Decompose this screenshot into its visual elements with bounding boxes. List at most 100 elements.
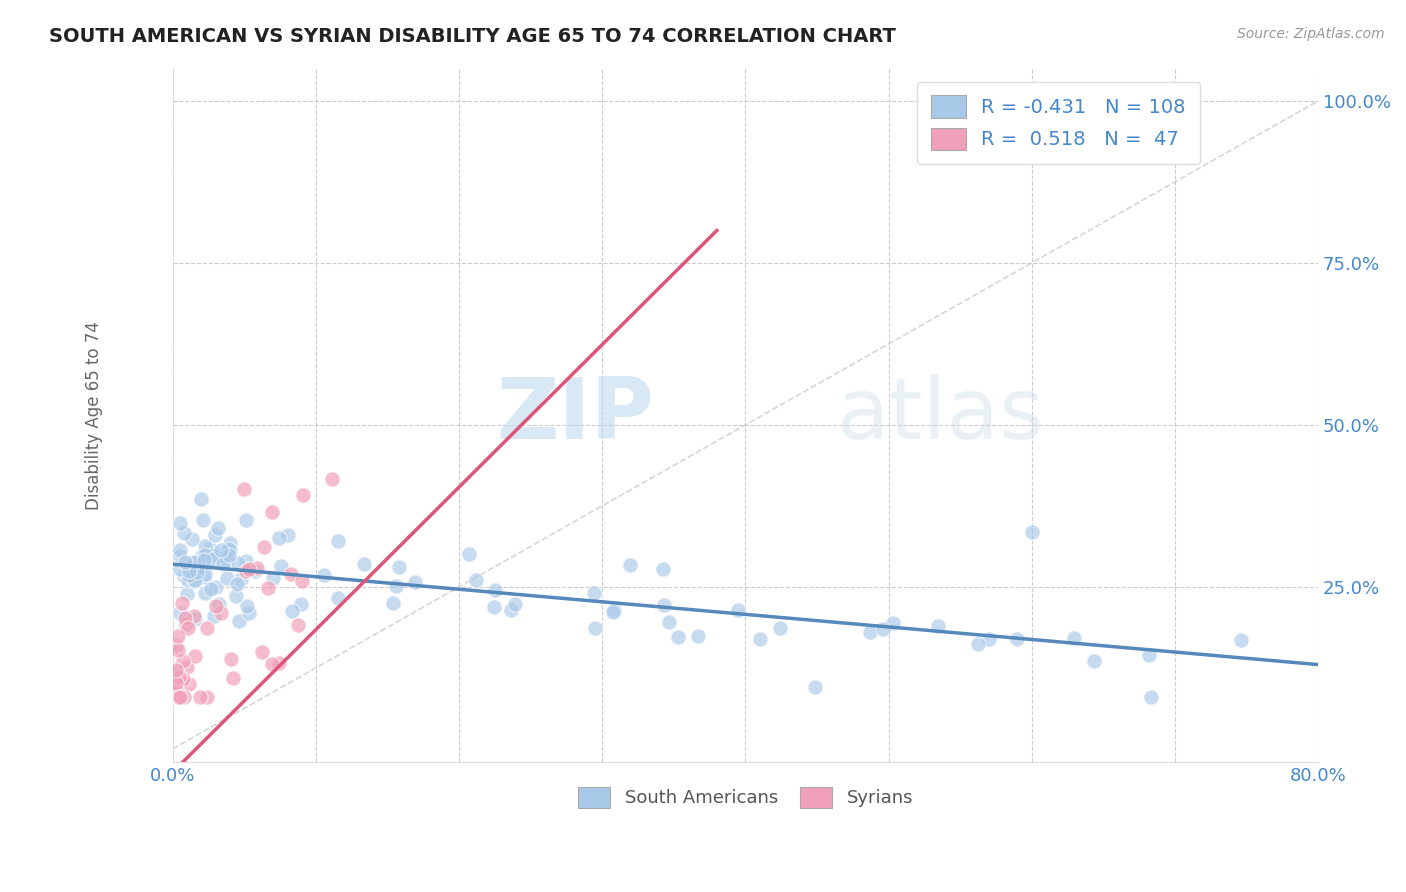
Point: [174, 616, 197, 631]
Point: [194, 539, 217, 553]
Point: [165, 686, 187, 700]
Point: [212, 558, 235, 572]
Point: [187, 566, 209, 581]
Point: [191, 549, 214, 563]
Point: [166, 690, 188, 704]
Point: [235, 554, 257, 568]
Point: [225, 589, 247, 603]
Point: [167, 690, 190, 704]
Point: [184, 649, 207, 664]
Point: [174, 611, 197, 625]
Point: [803, 680, 825, 694]
Point: [967, 637, 990, 651]
Point: [1063, 631, 1085, 645]
Point: [174, 555, 197, 569]
Point: [384, 579, 406, 593]
Point: [165, 676, 187, 690]
Point: [619, 558, 641, 572]
Point: [193, 586, 215, 600]
Point: [602, 605, 624, 619]
Point: [195, 690, 218, 704]
Point: [236, 563, 259, 577]
Point: [582, 586, 605, 600]
Point: [177, 564, 200, 578]
Point: [179, 677, 201, 691]
Point: [176, 660, 198, 674]
Point: [381, 596, 404, 610]
Point: [214, 549, 236, 564]
Point: [173, 525, 195, 540]
Point: [228, 614, 250, 628]
Point: [169, 606, 191, 620]
Point: [654, 599, 676, 613]
Point: [208, 597, 231, 611]
Point: [200, 582, 222, 596]
Point: [505, 597, 527, 611]
Point: [257, 582, 280, 596]
Point: [245, 564, 267, 578]
Point: [1137, 648, 1160, 663]
Point: [727, 603, 749, 617]
Text: SOUTH AMERICAN VS SYRIAN DISABILITY AGE 65 TO 74 CORRELATION CHART: SOUTH AMERICAN VS SYRIAN DISABILITY AGE …: [49, 27, 896, 45]
Point: [169, 549, 191, 564]
Point: [200, 541, 222, 556]
Point: [169, 670, 191, 684]
Point: [205, 580, 228, 594]
Point: [260, 657, 283, 672]
Point: [170, 596, 193, 610]
Point: [686, 629, 709, 643]
Point: [404, 575, 426, 590]
Point: [183, 555, 205, 569]
Point: [1140, 690, 1163, 704]
Point: [583, 621, 606, 635]
Point: [226, 556, 249, 570]
Point: [194, 556, 217, 570]
Point: [499, 603, 522, 617]
Point: [176, 586, 198, 600]
Point: [188, 690, 211, 704]
Point: [651, 562, 673, 576]
Text: ZIP: ZIP: [496, 374, 654, 457]
Point: [207, 521, 229, 535]
Point: [658, 615, 681, 629]
Point: [186, 566, 208, 580]
Point: [177, 621, 200, 635]
Point: [165, 690, 187, 704]
Point: [205, 548, 228, 562]
Point: [204, 528, 226, 542]
Point: [193, 553, 215, 567]
Point: [291, 487, 314, 501]
Point: [226, 576, 249, 591]
Point: [172, 673, 194, 687]
Point: [169, 673, 191, 688]
Point: [270, 559, 292, 574]
Point: [190, 492, 212, 507]
Point: [246, 561, 269, 575]
Point: [280, 567, 302, 582]
Point: [169, 561, 191, 575]
Point: [183, 574, 205, 588]
Point: [181, 556, 204, 570]
Point: [176, 573, 198, 587]
Point: [219, 652, 242, 666]
Point: [321, 472, 343, 486]
Point: [668, 630, 690, 644]
Text: Source: ZipAtlas.com: Source: ZipAtlas.com: [1237, 27, 1385, 41]
Point: [260, 505, 283, 519]
Point: [195, 621, 218, 635]
Point: [312, 568, 335, 582]
Point: [218, 542, 240, 557]
Point: [238, 606, 260, 620]
Text: atlas: atlas: [837, 374, 1045, 457]
Point: [229, 572, 252, 586]
Point: [1005, 632, 1028, 646]
Point: [277, 528, 299, 542]
Point: [290, 597, 312, 611]
Point: [218, 548, 240, 562]
Point: [353, 557, 375, 571]
Point: [173, 569, 195, 583]
Y-axis label: Disability Age 65 to 74: Disability Age 65 to 74: [86, 321, 103, 509]
Point: [235, 565, 257, 579]
Point: [165, 663, 187, 677]
Point: [166, 665, 188, 679]
